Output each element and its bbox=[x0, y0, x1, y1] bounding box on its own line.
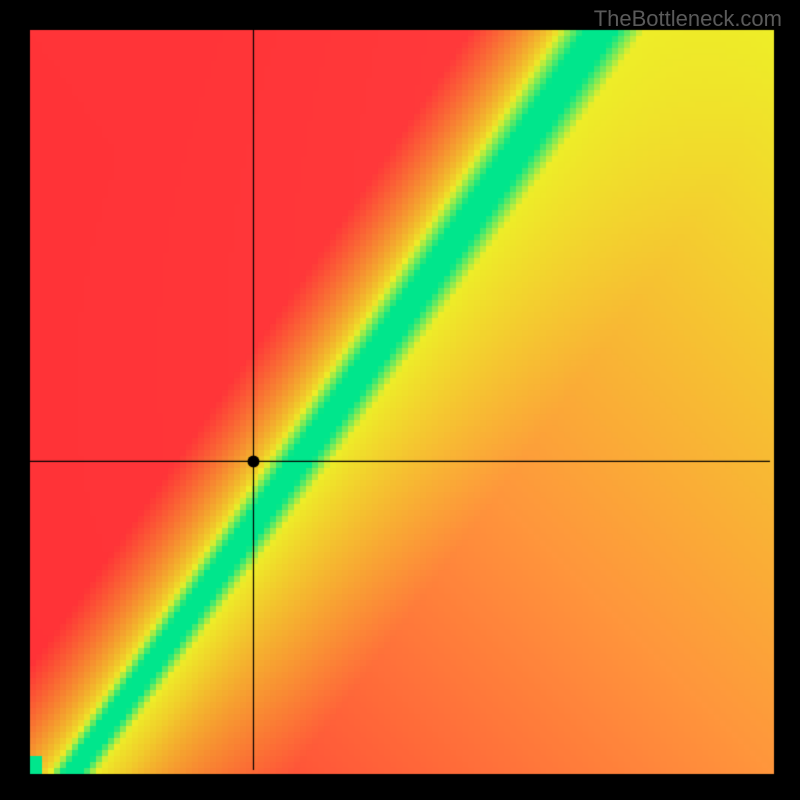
bottleneck-heatmap bbox=[0, 0, 800, 800]
chart-container: TheBottleneck.com bbox=[0, 0, 800, 800]
watermark-label: TheBottleneck.com bbox=[594, 6, 782, 32]
